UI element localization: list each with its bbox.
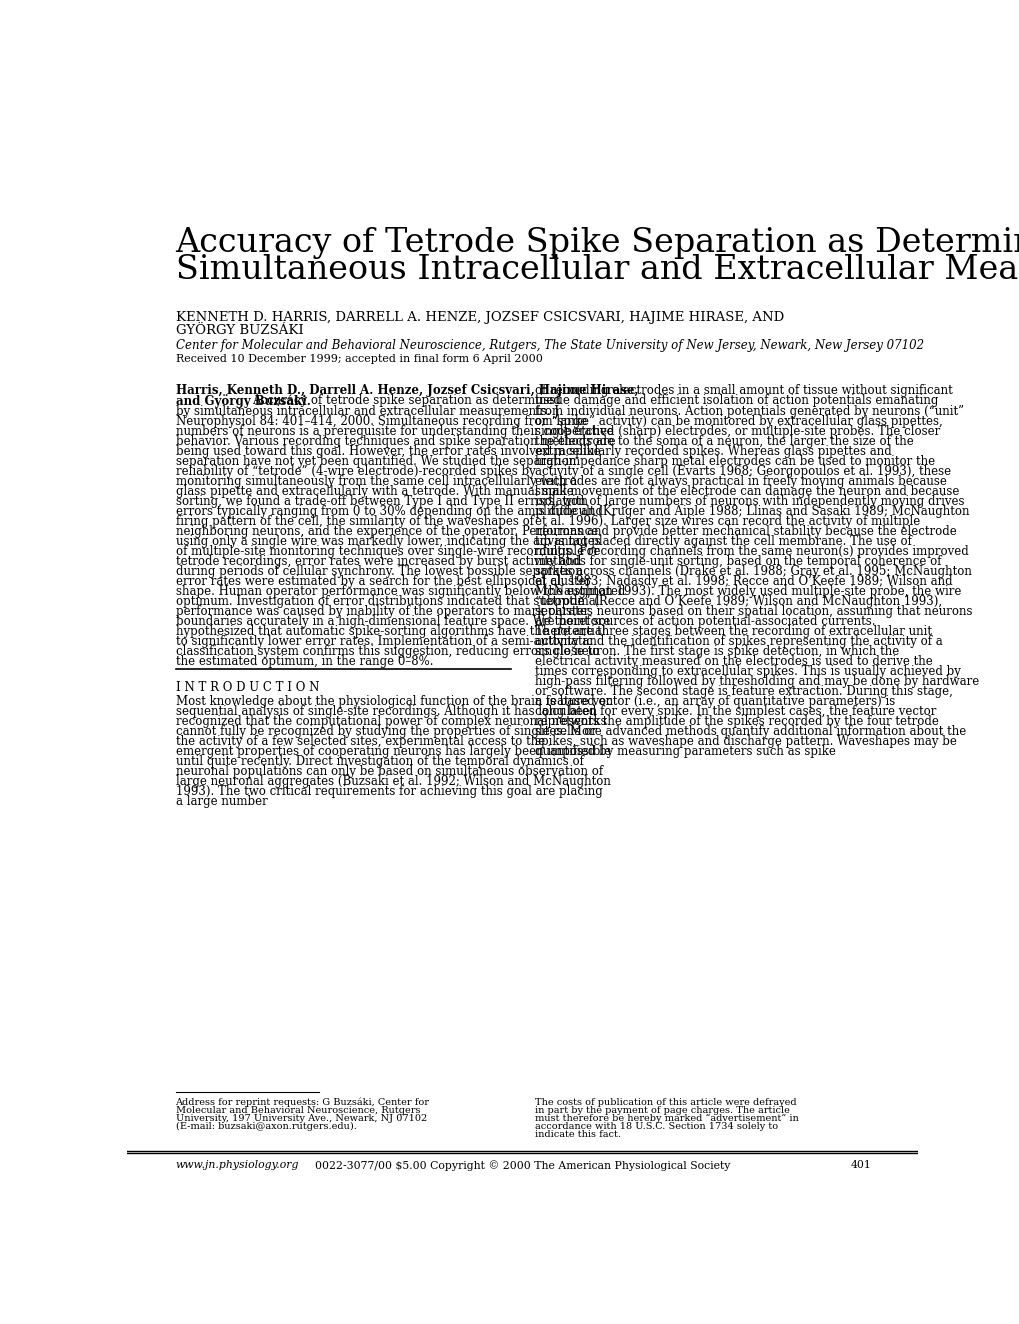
Text: www.jn.physiology.org: www.jn.physiology.org bbox=[175, 1160, 299, 1170]
Text: 401: 401 bbox=[850, 1160, 870, 1170]
Text: by simultaneous intracellular and extracellular measurements. J: by simultaneous intracellular and extrac… bbox=[175, 405, 558, 417]
Text: the estimated optimum, in the range 0–8%.: the estimated optimum, in the range 0–8%… bbox=[175, 655, 433, 667]
Text: cannot fully be recognized by studying the properties of single cells or: cannot fully be recognized by studying t… bbox=[175, 724, 596, 737]
Text: numbers of neurons is a prerequisite for understanding their cooperative: numbers of neurons is a prerequisite for… bbox=[175, 425, 612, 437]
Text: Received 10 December 1999; accepted in final form 6 April 2000: Received 10 December 1999; accepted in f… bbox=[175, 354, 542, 364]
Text: high-impedance sharp metal electrodes can be used to monitor the: high-impedance sharp metal electrodes ca… bbox=[535, 454, 934, 467]
Text: Simultaneous Intracellular and Extracellular Measurements: Simultaneous Intracellular and Extracell… bbox=[175, 254, 1019, 286]
Text: multiple recording channels from the same neuron(s) provides improved: multiple recording channels from the sam… bbox=[535, 544, 968, 557]
Text: until quite recently. Direct investigation of the temporal dynamics of: until quite recently. Direct investigati… bbox=[175, 755, 583, 768]
Text: small movements of the electrode can damage the neuron and because: small movements of the electrode can dam… bbox=[535, 485, 959, 498]
Text: represents the amplitude of the spikes recorded by the four tetrode: represents the amplitude of the spikes r… bbox=[535, 715, 938, 728]
Text: of recording electrodes in a small amount of tissue without significant: of recording electrodes in a small amoun… bbox=[535, 384, 952, 397]
Text: et al. 1996). Larger size wires can record the activity of multiple: et al. 1996). Larger size wires can reco… bbox=[535, 515, 919, 528]
Text: firing pattern of the cell, the similarity of the waveshapes of: firing pattern of the cell, the similari… bbox=[175, 515, 533, 528]
Text: sites. More advanced methods quantify additional information about the: sites. More advanced methods quantify ad… bbox=[535, 724, 965, 737]
Text: are point sources of action potential-associated currents.: are point sources of action potential-as… bbox=[535, 614, 874, 628]
Text: KENNETH D. HARRIS, DARRELL A. HENZE, JOZSEF CSICSVARI, HAJIME HIRASE, AND: KENNETH D. HARRIS, DARRELL A. HENZE, JOZ… bbox=[175, 311, 783, 324]
Text: tetrode recordings, error rates were increased by burst activity and: tetrode recordings, error rates were inc… bbox=[175, 555, 581, 568]
Text: recognized that the computational power of complex neuronal networks: recognized that the computational power … bbox=[175, 715, 605, 728]
Text: electrodes are not always practical in freely moving animals because: electrodes are not always practical in f… bbox=[535, 474, 946, 487]
Text: Address for reprint requests: G Buzsáki, Center for: Address for reprint requests: G Buzsáki,… bbox=[175, 1098, 429, 1107]
Text: spikes, such as waveshape and discharge pattern. Waveshapes may be: spikes, such as waveshape and discharge … bbox=[535, 735, 956, 748]
Text: calculated for every spike. In the simplest cases, the feature vector: calculated for every spike. In the simpl… bbox=[535, 704, 935, 718]
Text: or software. The second stage is feature extraction. During this stage,: or software. The second stage is feature… bbox=[535, 685, 952, 698]
Text: sorting, we found a trade-off between Type I and Type II errors, with: sorting, we found a trade-off between Ty… bbox=[175, 495, 587, 507]
Text: indicate this fact.: indicate this fact. bbox=[535, 1129, 621, 1139]
Text: times corresponding to extracellular spikes. This is usually achieved by: times corresponding to extracellular spi… bbox=[535, 665, 960, 678]
Text: boundaries accurately in a high-dimensional feature space. We therefore: boundaries accurately in a high-dimensio… bbox=[175, 614, 609, 628]
Text: glass pipette and extracellularly with a tetrode. With manual spike: glass pipette and extracellularly with a… bbox=[175, 485, 573, 498]
Text: tissue damage and efficient isolation of action potentials emanating: tissue damage and efficient isolation of… bbox=[535, 395, 937, 408]
Text: separates neurons based on their spatial location, assuming that neurons: separates neurons based on their spatial… bbox=[535, 605, 972, 618]
Text: electrical activity measured on the electrodes is used to derive the: electrical activity measured on the elec… bbox=[535, 655, 932, 667]
Text: spikes across channels (Drake et al. 1988; Gray et al. 1995; McNaughton: spikes across channels (Drake et al. 198… bbox=[535, 564, 971, 577]
Text: classification system confirms this suggestion, reducing errors close to: classification system confirms this sugg… bbox=[175, 645, 598, 658]
Text: neurons and provide better mechanical stability because the electrode: neurons and provide better mechanical st… bbox=[535, 524, 956, 538]
Text: the electrode to the soma of a neuron, the larger the size of the: the electrode to the soma of a neuron, t… bbox=[535, 434, 913, 448]
Text: separation have not yet been quantified. We studied the separation: separation have not yet been quantified.… bbox=[175, 454, 576, 467]
Text: et al. 1983; Nadasdy et al. 1998; Recce and O’Keefe 1989; Wilson and: et al. 1983; Nadasdy et al. 1998; Recce … bbox=[535, 575, 952, 588]
Text: emergent properties of cooperating neurons has largely been impossible: emergent properties of cooperating neuro… bbox=[175, 745, 610, 757]
Text: quantified by measuring parameters such as spike: quantified by measuring parameters such … bbox=[535, 745, 836, 757]
Text: sequential analysis of single-site recordings. Although it has long been: sequential analysis of single-site recor… bbox=[175, 704, 596, 718]
Text: from individual neurons. Action potentials generated by neurons (“unit”: from individual neurons. Action potentia… bbox=[535, 405, 963, 417]
Text: error rates were estimated by a search for the best ellipsoidal cluster: error rates were estimated by a search f… bbox=[175, 575, 590, 588]
Text: large neuronal aggregates (Buzsaki et al. 1992; Wilson and McNaughton: large neuronal aggregates (Buzsaki et al… bbox=[175, 775, 609, 788]
Text: a large number: a large number bbox=[175, 794, 267, 808]
Text: University, 197 University Ave., Newark, NJ 07102: University, 197 University Ave., Newark,… bbox=[175, 1113, 426, 1123]
Text: extracellularly recorded spikes. Whereas glass pipettes and: extracellularly recorded spikes. Whereas… bbox=[535, 445, 891, 458]
Text: accordance with 18 U.S.C. Section 1734 solely to: accordance with 18 U.S.C. Section 1734 s… bbox=[535, 1121, 777, 1131]
Text: hypothesized that automatic spike-sorting algorithms have the potential: hypothesized that automatic spike-sortin… bbox=[175, 625, 604, 638]
Text: using only a single wire was markedly lower, indicating the advantages: using only a single wire was markedly lo… bbox=[175, 535, 600, 548]
Text: single neuron. The first stage is spike detection, in which the: single neuron. The first stage is spike … bbox=[535, 645, 899, 658]
Text: I N T R O D U C T I O N: I N T R O D U C T I O N bbox=[175, 681, 319, 694]
Text: or “spike” activity) can be monitored by extracellular glass pipettes,: or “spike” activity) can be monitored by… bbox=[535, 414, 942, 428]
Text: (E-mail: buzsaki@axon.rutgers.edu).: (E-mail: buzsaki@axon.rutgers.edu). bbox=[175, 1121, 356, 1131]
Text: monitoring simultaneously from the same cell intracellularly with a: monitoring simultaneously from the same … bbox=[175, 474, 576, 487]
Text: neighboring neurons, and the experience of the operator. Performance: neighboring neurons, and the experience … bbox=[175, 524, 597, 538]
Text: reliability of “tetrode” (4-wire electrode)-recorded spikes by: reliability of “tetrode” (4-wire electro… bbox=[175, 465, 535, 478]
Text: Molecular and Behavioral Neuroscience, Rutgers: Molecular and Behavioral Neuroscience, R… bbox=[175, 1106, 420, 1115]
Text: performance was caused by inability of the operators to mark cluster: performance was caused by inability of t… bbox=[175, 605, 588, 618]
Text: during periods of cellular synchrony. The lowest possible separation: during periods of cellular synchrony. Th… bbox=[175, 564, 582, 577]
Text: GYÖRGY BUZSÁKI: GYÖRGY BUZSÁKI bbox=[175, 324, 303, 338]
Text: being used toward this goal. However, the error rates involved in spike: being used toward this goal. However, th… bbox=[175, 445, 599, 458]
Text: neuronal populations can only be based on simultaneous observation of: neuronal populations can only be based o… bbox=[175, 765, 602, 779]
Text: Center for Molecular and Behavioral Neuroscience, Rutgers, The State University : Center for Molecular and Behavioral Neur… bbox=[175, 339, 923, 352]
Text: Accuracy of Tetrode Spike Separation as Determined by: Accuracy of Tetrode Spike Separation as … bbox=[175, 226, 1019, 258]
Text: the activity of a few selected sites, experimental access to the: the activity of a few selected sites, ex… bbox=[175, 735, 544, 748]
Text: errors typically ranging from 0 to 30% depending on the amplitude and: errors typically ranging from 0 to 30% d… bbox=[175, 504, 602, 518]
Text: There are three stages between the recording of extracellular unit: There are three stages between the recor… bbox=[535, 625, 931, 638]
Text: a feature vector (i.e., an array of quantitative parameters) is: a feature vector (i.e., an array of quan… bbox=[535, 695, 895, 708]
Text: high-pass filtering followed by thresholding and may be done by hardware: high-pass filtering followed by threshol… bbox=[535, 675, 978, 687]
Text: of multiple-site monitoring techniques over single-wire recordings. For: of multiple-site monitoring techniques o… bbox=[175, 544, 598, 557]
Text: 0022-3077/00 $5.00 Copyright © 2000 The American Physiological Society: 0022-3077/00 $5.00 Copyright © 2000 The … bbox=[315, 1160, 730, 1170]
Text: Accuracy of tetrode spike separation as determined: Accuracy of tetrode spike separation as … bbox=[252, 395, 560, 408]
Text: activity and the identification of spikes representing the activity of a: activity and the identification of spike… bbox=[535, 634, 942, 647]
Text: in part by the payment of page charges. The article: in part by the payment of page charges. … bbox=[535, 1106, 790, 1115]
Text: methods for single-unit sorting, based on the temporal coherence of: methods for single-unit sorting, based o… bbox=[535, 555, 941, 568]
Text: is difficult (Kruger and Aiple 1988; Llinas and Sasaki 1989; McNaughton: is difficult (Kruger and Aiple 1988; Lli… bbox=[535, 504, 969, 518]
Text: 1993). The two critical requirements for achieving this goal are placing: 1993). The two critical requirements for… bbox=[175, 785, 601, 798]
Text: Most knowledge about the physiological function of the brain is based on: Most knowledge about the physiological f… bbox=[175, 695, 612, 708]
Text: McNaughton 1993). The most widely used multiple-site probe, the wire: McNaughton 1993). The most widely used m… bbox=[535, 585, 961, 597]
Text: Neurophysiol 84: 401–414, 2000. Simultaneous recording from large: Neurophysiol 84: 401–414, 2000. Simultan… bbox=[175, 414, 586, 428]
Text: The costs of publication of this article were defrayed: The costs of publication of this article… bbox=[535, 1098, 796, 1107]
Text: must therefore be hereby marked “advertisement” in: must therefore be hereby marked “adverti… bbox=[535, 1113, 798, 1123]
Text: activity of a single cell (Evarts 1968; Georgopoulos et al. 1993), these: activity of a single cell (Evarts 1968; … bbox=[535, 465, 951, 478]
Text: tip is not placed directly against the cell membrane. The use of: tip is not placed directly against the c… bbox=[535, 535, 911, 548]
Text: behavior. Various recording techniques and spike separation methods are: behavior. Various recording techniques a… bbox=[175, 434, 614, 448]
Text: “tetrode” (Recce and O’Keefe 1989; Wilson and McNaughton 1993),: “tetrode” (Recce and O’Keefe 1989; Wilso… bbox=[535, 594, 942, 608]
Text: single etched (sharp) electrodes, or multiple-site probes. The closer: single etched (sharp) electrodes, or mul… bbox=[535, 425, 940, 437]
Text: to significantly lower error rates. Implementation of a semi-automatic: to significantly lower error rates. Impl… bbox=[175, 634, 592, 647]
Text: and György Buzsáki.: and György Buzsáki. bbox=[175, 395, 314, 408]
Text: isolation of large numbers of neurons with independently moving drives: isolation of large numbers of neurons wi… bbox=[535, 495, 964, 507]
Text: optimum. Investigation of error distributions indicated that suboptimal: optimum. Investigation of error distribu… bbox=[175, 594, 598, 608]
Text: shape. Human operator performance was significantly below the estimated: shape. Human operator performance was si… bbox=[175, 585, 625, 597]
Text: Harris, Kenneth D., Darrell A. Henze, Jozsef Csicsvari, Hajime Hirase,: Harris, Kenneth D., Darrell A. Henze, Jo… bbox=[175, 384, 638, 397]
